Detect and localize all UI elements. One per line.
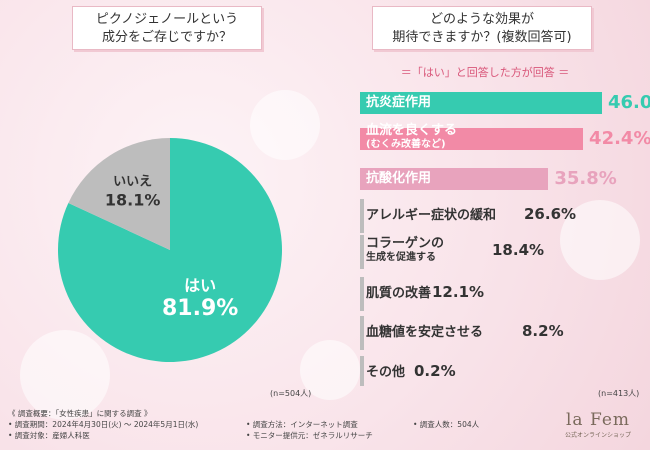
footer-line: • 調査対象：産婦人科医 xyxy=(8,431,90,440)
right-sample-size: (n=413人) xyxy=(598,389,640,398)
blossom-decoration xyxy=(560,200,640,280)
bar xyxy=(360,168,549,190)
bar-label: 血流を良くする (むくみ改善など) xyxy=(366,123,458,151)
bar-label: 抗炎症作用 xyxy=(366,95,432,110)
right-question-line-1: どのような効果が xyxy=(429,12,534,27)
bar-value-label: 12.1% xyxy=(432,283,485,301)
left-sample-size: (n=504人) xyxy=(270,389,312,398)
bar xyxy=(360,92,602,114)
left-question-box: ピクノジェノールという 成分をご存じですか？ xyxy=(72,6,262,50)
bar xyxy=(360,235,364,269)
bar-label: アレルギー症状の緩和 xyxy=(366,208,497,223)
bar-value-label: 18.4% xyxy=(492,241,545,259)
left-question-line-2: 成分をご存じですか？ xyxy=(101,30,232,45)
bar xyxy=(360,316,364,350)
logo-subtext: 公式オンラインショップ xyxy=(565,432,632,439)
blossom-decoration xyxy=(250,90,320,160)
brand-logo: la Fem 公式オンラインショップ xyxy=(565,410,631,439)
right-question-line-2: 期待できますか？(複数回答可) xyxy=(392,30,572,45)
bar-value-label: 46.0% xyxy=(608,92,650,113)
bar-label: コラーゲンの 生成を促進する xyxy=(366,236,445,264)
pie-label: はい xyxy=(184,276,216,295)
bar xyxy=(360,128,584,150)
blossom-decoration xyxy=(300,340,360,400)
bar xyxy=(360,199,364,233)
bar-value-label: 26.6% xyxy=(524,205,577,223)
right-subtitle: ＝「はい」と回答した方が回答 ＝ xyxy=(400,66,570,79)
bar-value-label: 35.8% xyxy=(554,168,617,189)
bar xyxy=(360,277,364,311)
pie-value-label: 81.9% xyxy=(162,296,238,321)
bar-label: 血糖値を安定させる xyxy=(366,325,484,340)
bar-label: 肌質の改善 xyxy=(366,286,432,301)
right-question-box: どのような効果が 期待できますか？(複数回答可) xyxy=(372,6,592,50)
pie-slice-no xyxy=(68,138,170,250)
pie-slice-yes xyxy=(58,138,282,363)
left-question-line-1: ピクノジェノールという xyxy=(95,12,239,27)
pie-label: いいえ xyxy=(113,174,152,189)
bar-label: その他 xyxy=(366,365,406,380)
footer-line: • モニター提供元：ゼネラルリサーチ xyxy=(246,431,373,440)
footer-line: • 調査方法：インターネット調査 xyxy=(246,420,358,429)
footer-line: 《 調査概要：「女性疾患」に関する調査 》 xyxy=(8,409,152,418)
footer-line: • 調査人数：504人 xyxy=(413,420,480,429)
logo-text: la Fem xyxy=(565,410,631,430)
bar-label: 抗酸化作用 xyxy=(366,171,432,186)
bar xyxy=(360,356,364,386)
bar-value-label: 8.2% xyxy=(522,322,564,340)
bar-value-label: 0.2% xyxy=(414,362,456,380)
blossom-decoration xyxy=(20,330,110,420)
footer-line: • 調査期間：2024年4月30日(火) ～ 2024年5月1日(水) xyxy=(8,420,199,429)
pie-value-label: 18.1% xyxy=(105,190,161,209)
bar-value-label: 42.4% xyxy=(589,128,650,149)
